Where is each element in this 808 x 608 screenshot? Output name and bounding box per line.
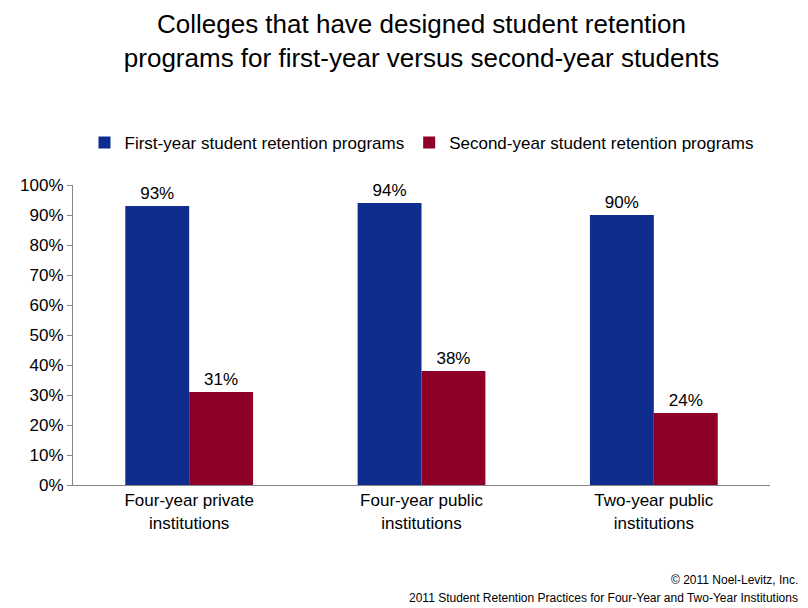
svg-text:90%: 90% [605, 193, 639, 212]
svg-text:Colleges that have designed st: Colleges that have designed student rete… [124, 9, 719, 73]
svg-text:0%: 0% [39, 476, 64, 495]
svg-text:80%: 80% [30, 236, 64, 255]
svg-text:38%: 38% [436, 349, 470, 368]
svg-text:© 2011 Noel-Levitz, Inc.: © 2011 Noel-Levitz, Inc. [671, 573, 798, 587]
svg-text:70%: 70% [30, 266, 64, 285]
svg-text:31%: 31% [204, 370, 238, 389]
svg-text:100%: 100% [20, 176, 63, 195]
svg-text:Second-year student retention: Second-year student retention programs [449, 134, 753, 153]
svg-text:Two-year publicinstitutions: Two-year publicinstitutions [594, 491, 714, 532]
svg-text:2011 Student Retention Practic: 2011 Student Retention Practices for Fou… [409, 591, 798, 605]
svg-text:90%: 90% [30, 206, 64, 225]
svg-text:30%: 30% [30, 386, 64, 405]
svg-text:First-year student retention p: First-year student retention programs [125, 134, 405, 153]
svg-text:60%: 60% [30, 296, 64, 315]
svg-text:20%: 20% [30, 416, 64, 435]
svg-text:50%: 50% [30, 326, 64, 345]
svg-text:94%: 94% [373, 181, 407, 200]
svg-text:24%: 24% [669, 391, 703, 410]
svg-text:40%: 40% [30, 356, 64, 375]
svg-text:Four-year publicinstitutions: Four-year publicinstitutions [360, 491, 483, 532]
svg-text:93%: 93% [140, 184, 174, 203]
svg-text:Four-year privateinstitutions: Four-year privateinstitutions [124, 491, 253, 532]
svg-text:10%: 10% [30, 446, 64, 465]
